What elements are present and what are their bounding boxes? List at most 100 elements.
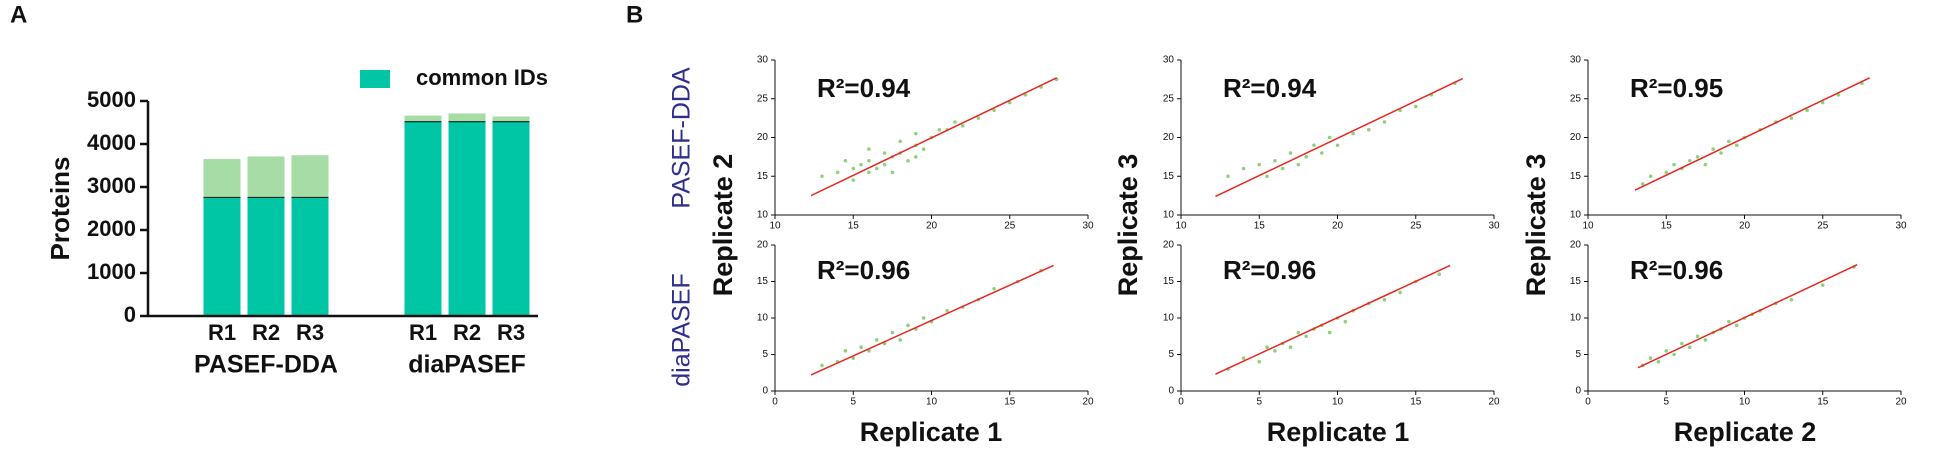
annotation: R²=0.95 — [1630, 73, 1723, 103]
point — [1820, 100, 1825, 105]
point — [1296, 162, 1301, 167]
bar-segment — [404, 121, 442, 317]
point — [1672, 352, 1676, 357]
fit-line — [1637, 264, 1858, 369]
point — [1351, 131, 1355, 136]
bar-segment — [448, 121, 486, 317]
x-tick-label: 10 — [1582, 221, 1594, 232]
y-axis-label: Replicate 3 — [1113, 154, 1143, 297]
point — [914, 131, 918, 136]
x-tick-label: 25 — [1410, 221, 1422, 232]
point — [859, 345, 863, 350]
y-tick-label: 30 — [1570, 55, 1582, 66]
group-label: PASEF-DDA — [194, 351, 338, 379]
fit-line — [1634, 77, 1871, 191]
point — [1265, 345, 1269, 350]
bar-segment — [247, 196, 285, 316]
point — [1695, 334, 1700, 339]
point — [1664, 170, 1669, 175]
point — [1327, 330, 1332, 335]
x-tick-label: 20 — [1488, 397, 1500, 408]
y-tick-label: 10 — [1163, 210, 1175, 221]
x-tick-label: 10 — [1332, 397, 1344, 408]
point — [843, 349, 848, 353]
y-tick-label: 25 — [1163, 93, 1175, 104]
point — [921, 316, 926, 320]
point — [1241, 166, 1246, 171]
y-tick-label: 15 — [1163, 171, 1175, 182]
y-tick-label: 20 — [757, 240, 769, 251]
x-tick-label: 10 — [1175, 221, 1187, 232]
annotation: R²=0.96 — [1223, 255, 1316, 285]
point — [992, 108, 996, 113]
point — [1382, 120, 1387, 124]
x-tick-label: 25 — [1817, 221, 1829, 232]
point — [961, 124, 965, 128]
point — [1327, 135, 1332, 140]
y-tick-label: 10 — [1570, 313, 1582, 324]
y-tick-label: 20 — [1163, 132, 1175, 143]
point — [1226, 174, 1230, 179]
y-tick-label: 10 — [757, 313, 769, 324]
row-label: diaPASEF — [668, 273, 696, 386]
x-tick-label: R2 — [252, 320, 280, 345]
x-tick-label: 10 — [1739, 397, 1751, 408]
bar-segment — [203, 196, 241, 316]
point — [1695, 155, 1700, 159]
y-tick-label: 4000 — [87, 130, 136, 155]
point — [1820, 283, 1825, 287]
x-tick-label: 15 — [1410, 397, 1422, 408]
fit-line — [810, 77, 1058, 197]
point — [867, 147, 871, 151]
y-tick-label: 15 — [1570, 171, 1582, 182]
point — [1241, 356, 1246, 360]
x-tick-label: 5 — [1256, 397, 1262, 408]
point — [1672, 162, 1676, 167]
point — [1687, 345, 1692, 350]
point — [851, 178, 856, 182]
x-tick-label: R1 — [409, 320, 437, 345]
point — [1805, 108, 1809, 113]
annotation: R²=0.96 — [1630, 255, 1723, 285]
point — [1296, 330, 1301, 335]
point — [921, 147, 926, 151]
y-tick-label: 15 — [757, 171, 769, 182]
point — [1648, 174, 1653, 179]
fit-line — [810, 264, 1054, 376]
point — [914, 155, 918, 159]
point — [874, 166, 879, 171]
point — [1437, 272, 1442, 277]
annotation: R²=0.94 — [817, 73, 911, 103]
y-tick-label: 15 — [757, 276, 769, 287]
point — [890, 330, 895, 335]
point — [937, 127, 942, 132]
point — [906, 158, 910, 163]
point — [945, 308, 949, 313]
point — [1413, 104, 1418, 109]
x-tick-label: 0 — [1178, 397, 1184, 408]
point — [820, 174, 824, 179]
point — [1280, 166, 1285, 171]
x-tick-label: 20 — [1082, 397, 1094, 408]
y-tick-label: 2000 — [87, 216, 136, 241]
x-tick-label: 30 — [1488, 221, 1500, 232]
point — [1656, 360, 1661, 364]
point — [1265, 174, 1269, 179]
annotation: R²=0.94 — [1223, 73, 1317, 103]
point — [859, 162, 863, 167]
y-tick-label: 10 — [1163, 313, 1175, 324]
y-tick-label: 30 — [1163, 55, 1175, 66]
y-tick-label: 20 — [757, 132, 769, 143]
point — [1320, 151, 1324, 155]
point — [882, 151, 887, 155]
x-tick-label: 0 — [1585, 397, 1591, 408]
point — [1312, 143, 1316, 148]
bar-segment — [203, 159, 241, 197]
point — [1734, 323, 1739, 328]
point — [976, 116, 981, 120]
y-axis-label: Replicate 3 — [1521, 154, 1551, 297]
x-tick-label: R2 — [453, 320, 481, 345]
group-label: diaPASEF — [408, 351, 526, 379]
x-tick-label: 20 — [1739, 221, 1751, 232]
bar-segment — [247, 156, 285, 197]
